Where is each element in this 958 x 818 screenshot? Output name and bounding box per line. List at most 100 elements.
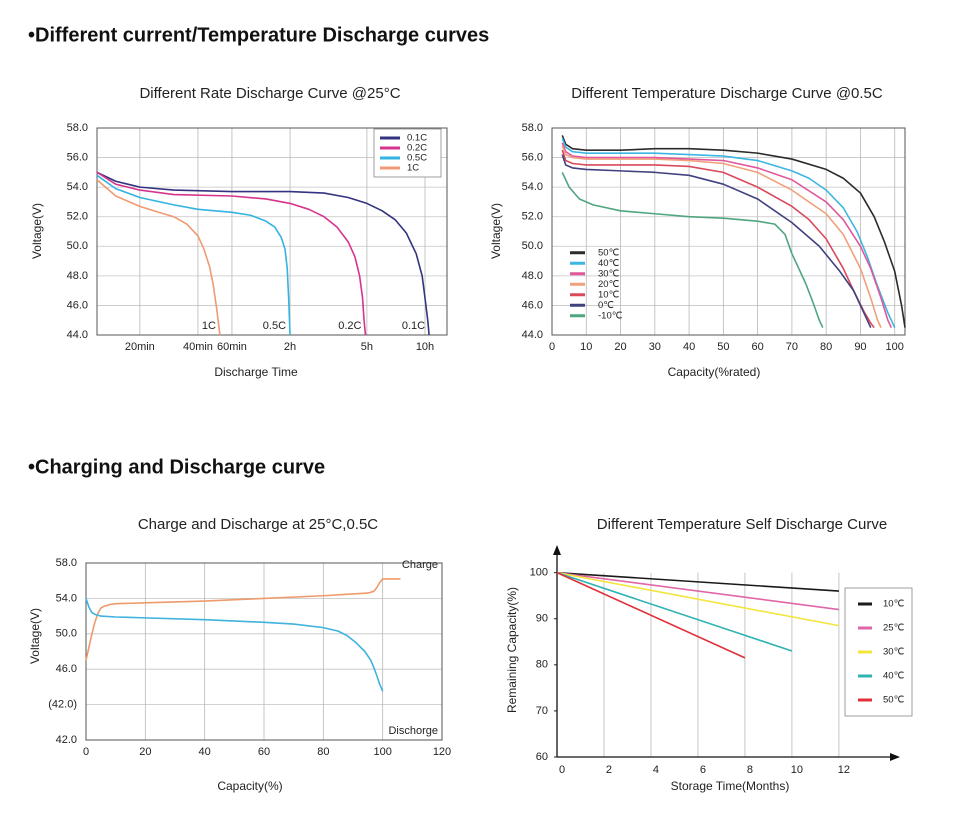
legend-label: 1C [407,163,419,174]
x-axis-label: Storage Time(Months) [671,779,790,793]
x-axis-label: Capacity(%) [217,779,282,793]
x-tick-label: 2h [284,341,296,353]
series-line [556,571,840,611]
legend-label: 10℃ [883,599,905,610]
y-tick-label: 52.0 [522,211,543,223]
x-tick-label: 120 [433,746,451,758]
series-line [561,138,896,328]
x-tick-label: 12 [838,764,850,776]
chart: Different Rate Discharge Curve @25°C Disc… [30,85,448,379]
legend-box [844,587,913,717]
series-line [96,179,221,336]
y-tick-label: 60 [536,751,548,763]
y-tick-label: 56.0 [522,151,543,163]
x-tick-label: 90 [854,341,866,353]
y-tick-label: 58.0 [522,122,543,134]
series-line [561,142,893,328]
y-tick-label: 50.0 [67,240,88,252]
x-tick-label: 20min [125,341,155,353]
x-tick-label: 80 [820,341,832,353]
x-tick-label: 10 [791,764,803,776]
legend-label: 50℃ [883,695,905,706]
x-tick-label: 8 [747,764,753,776]
plot-frame [85,562,443,741]
x-axis-label: Discharge Time [214,365,298,379]
x-tick-label: 40 [199,746,211,758]
x-tick-label: 4 [653,764,659,776]
legend-label: 30℃ [598,268,620,279]
series-line [561,135,906,328]
legend-label: 40℃ [883,671,905,682]
series-label: Charge [402,559,438,571]
legend-label: 0.2C [407,143,427,154]
x-tick-label: 30 [649,341,661,353]
legend-label: 20℃ [598,279,620,290]
y-tick-label: 50.0 [522,240,543,252]
y-tick-label: 54.0 [56,592,77,604]
x-tick-label: 80 [317,746,329,758]
chart-title: Different Temperature Self Discharge Cur… [597,516,887,533]
plot-frame [551,127,906,336]
y-tick-label: 80 [536,659,548,671]
y-tick-label: 48.0 [522,270,543,282]
section-heading: •Different current/Temperature Discharge… [28,24,489,46]
x-axis-arrow [890,753,900,761]
x-tick-label: 20 [139,746,151,758]
y-tick-label: 52.0 [67,211,88,223]
legend-label: 0℃ [598,300,614,311]
y-axis-label: Voltage(V) [489,203,503,259]
y-tick-label: 54.0 [522,181,543,193]
y-tick-label: 90 [536,613,548,625]
chart: Different Temperature Discharge Curve @0… [489,85,906,379]
x-tick-label: 6 [700,764,706,776]
series-line [556,571,793,652]
legend-label: 30℃ [883,647,905,658]
y-axis-label: Remaining Capacity(%) [505,587,519,713]
series-line [561,172,824,328]
y-axis-arrow [553,545,561,555]
x-tick-label: 0 [549,341,555,353]
series-line [561,145,882,328]
legend-label: -10℃ [598,310,623,321]
chart: Different Temperature Self Discharge Cur… [505,516,913,793]
x-axis-label: Capacity(%rated) [668,365,761,379]
series-line [85,598,384,692]
x-tick-label: 70 [786,341,798,353]
y-tick-label: 56.0 [67,151,88,163]
legend-label: 40℃ [598,258,620,269]
x-tick-label: 40 [683,341,695,353]
x-tick-label: 100 [373,746,391,758]
series-line [556,571,746,659]
y-axis-label: Voltage(V) [28,608,42,664]
x-tick-label: 40min [183,341,213,353]
legend-label: 0.5C [407,153,427,164]
x-tick-label: 0 [83,746,89,758]
chart-title: Charge and Discharge at 25°C,0.5C [138,516,378,533]
x-tick-label: 60min [217,341,247,353]
y-tick-label: 100 [530,567,548,579]
y-tick-label: 46.0 [67,299,88,311]
series-label: 1C [202,320,216,332]
series-line [561,154,872,328]
series-label: 0.1C [402,320,425,332]
y-tick-label: 50.0 [56,628,77,640]
chart-title: Different Rate Discharge Curve @25°C [139,85,400,102]
x-tick-label: 60 [752,341,764,353]
series-line [556,571,840,627]
series-line [96,171,367,336]
x-tick-label: 50 [717,341,729,353]
legend-label: 25℃ [883,623,905,634]
x-tick-label: 10 [580,341,592,353]
legend-label: 0.1C [407,133,427,144]
x-tick-label: 10h [416,341,434,353]
y-tick-label: (42.0) [48,699,77,711]
x-tick-label: 2 [606,764,612,776]
series-label: 0.5C [263,320,286,332]
chart-title: Different Temperature Discharge Curve @0… [571,85,883,102]
series-label: 0.2C [338,320,361,332]
y-tick-label: 54.0 [67,181,88,193]
series-line [96,174,291,336]
legend-label: 50℃ [598,247,620,258]
plot-frame [96,127,448,336]
